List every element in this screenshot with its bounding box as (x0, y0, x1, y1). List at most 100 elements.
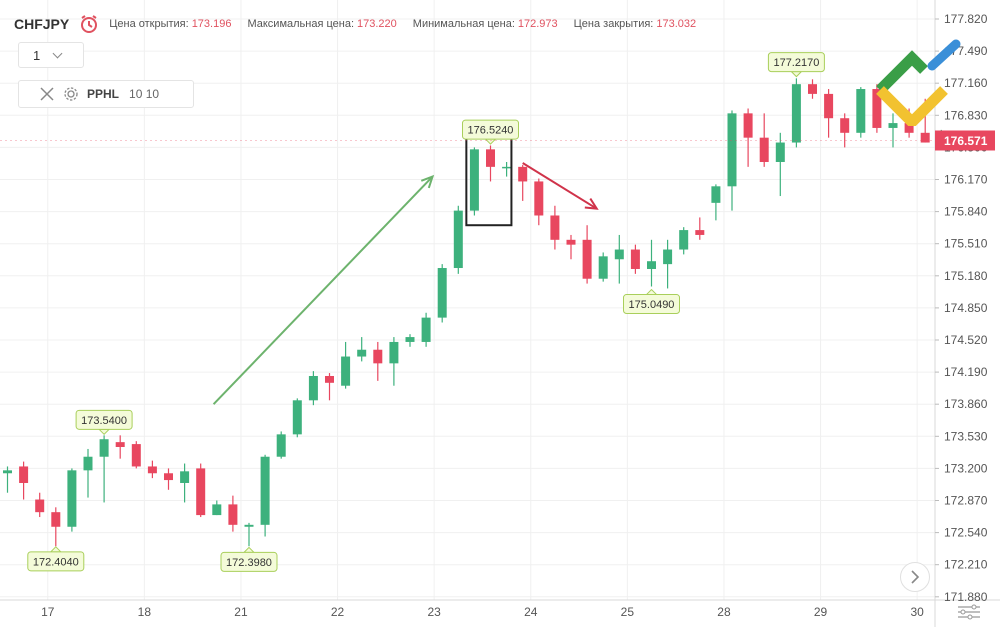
candle-body (582, 239, 592, 279)
candle (292, 398, 302, 438)
candle (357, 337, 367, 362)
candle-body (904, 123, 914, 133)
scroll-right-button[interactable] (900, 562, 930, 592)
candle-body (276, 434, 286, 457)
x-tick-label: 25 (621, 605, 635, 619)
candle (99, 435, 109, 503)
candle (550, 205, 560, 250)
candle (389, 337, 399, 386)
close-value: 173.032 (656, 18, 697, 30)
candle-body (453, 210, 463, 269)
candle (663, 239, 673, 289)
instrument-header: CHFJPY Цена открытия: 173.196 Максимальн… (14, 13, 712, 35)
candle-body (357, 349, 367, 357)
candle-body (759, 137, 769, 162)
marker-pointer (49, 546, 63, 553)
candle-body (131, 444, 141, 467)
candle-body (147, 466, 157, 474)
candle-body (550, 215, 560, 240)
candle (791, 78, 801, 148)
candle (131, 441, 141, 469)
price-marker: 172.4040 (27, 546, 85, 572)
marker-pointer (645, 288, 658, 296)
candle-body (630, 249, 640, 269)
candle (421, 312, 431, 347)
clock-icon[interactable] (79, 14, 99, 34)
candle (228, 495, 238, 532)
candle (727, 110, 737, 211)
high-label: Максимальная цена: (247, 18, 355, 30)
candle-body (51, 512, 61, 527)
marker-label: 172.4040 (33, 556, 79, 568)
candle-body (180, 471, 190, 483)
candle (630, 244, 640, 274)
settings-knob (960, 609, 966, 615)
symbol-label[interactable]: CHFJPY (14, 16, 70, 32)
current-price-tag (935, 130, 995, 151)
candle (212, 500, 222, 516)
candle-body (3, 470, 12, 474)
candle (808, 79, 817, 99)
arrow-shaft (522, 162, 598, 210)
marker-label: 173.5400 (81, 415, 127, 427)
price-marker: 176.5240 (462, 119, 519, 145)
candle (518, 164, 528, 201)
candle-body (808, 84, 817, 94)
candle (19, 461, 29, 500)
candle (437, 264, 447, 323)
candle-body (840, 118, 850, 133)
marker-box (75, 409, 133, 430)
marker-label: 172.3980 (226, 557, 272, 569)
candle-body (437, 268, 447, 318)
timeframe-value: 1 (33, 47, 41, 63)
close-icon[interactable] (39, 86, 55, 102)
y-tick-label: 174.520 (944, 333, 988, 347)
candle-body (67, 470, 77, 527)
candle-body (775, 142, 785, 162)
candle (147, 460, 157, 479)
candle-body (711, 186, 721, 203)
price-marker: 173.5400 (75, 409, 133, 436)
x-tick-label: 23 (427, 605, 441, 619)
candle (775, 132, 785, 197)
candle (711, 184, 721, 221)
candle (67, 468, 77, 532)
marker-pointer (242, 546, 256, 553)
gear-icon[interactable] (63, 86, 79, 102)
candle-body (469, 149, 479, 211)
candle-body (99, 439, 109, 457)
x-tick-label: 21 (234, 605, 248, 619)
candle-body (743, 113, 753, 138)
candle-body (614, 249, 624, 260)
marker-label: 176.5240 (468, 125, 514, 137)
timeframe-select[interactable]: 1 (18, 42, 84, 68)
x-tick-label: 28 (717, 605, 731, 619)
candle-body (888, 123, 898, 128)
candle-body (292, 400, 302, 435)
price-marker: 175.0490 (623, 288, 680, 315)
candle (308, 371, 318, 406)
x-tick-label: 22 (331, 605, 345, 619)
candle-body (421, 317, 431, 342)
y-tick-label: 175.510 (944, 237, 988, 251)
candle (743, 108, 753, 167)
candle-body (389, 341, 399, 364)
candle (598, 252, 608, 282)
low-label: Минимальная цена: (412, 18, 515, 30)
candle (405, 334, 415, 347)
candle-body (920, 132, 930, 143)
y-tick-label: 172.540 (944, 526, 988, 540)
axis-settings-icon[interactable] (958, 604, 980, 620)
arrow-head (584, 198, 599, 210)
marker-label: 175.0490 (629, 299, 675, 311)
marker-box (623, 294, 680, 315)
candle (115, 435, 125, 459)
y-tick-label: 171.880 (944, 590, 988, 604)
indicator-params: 10 10 (129, 87, 160, 101)
candle (244, 522, 254, 547)
y-tick-label: 176.170 (944, 173, 988, 187)
indicator-name: PPHL (87, 87, 120, 101)
candle (164, 468, 173, 490)
price-marker: 177.2170 (767, 52, 825, 78)
